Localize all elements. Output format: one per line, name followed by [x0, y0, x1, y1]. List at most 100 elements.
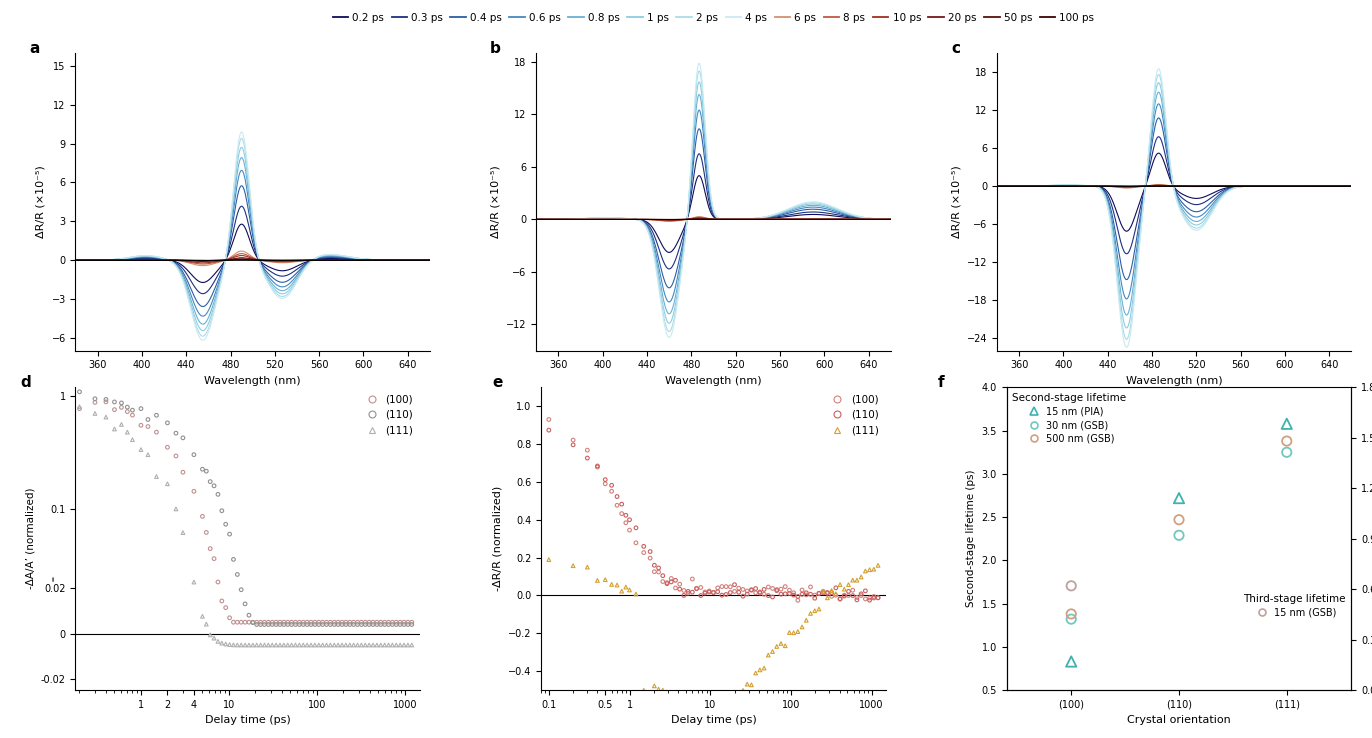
Point [707, 586, 729, 598]
Point [538, 413, 560, 425]
Point [656, 578, 678, 590]
Point [788, 626, 809, 638]
Point [563, 439, 584, 451]
Point [829, 579, 851, 590]
Point [218, 612, 240, 624]
Point [246, 639, 268, 651]
Point [668, 688, 690, 700]
Point [672, 590, 694, 601]
Point [825, 582, 847, 594]
Point [727, 582, 749, 594]
Point [300, 618, 322, 630]
Point [335, 639, 357, 651]
Point [626, 588, 648, 600]
Point [719, 581, 741, 593]
Point [320, 618, 342, 630]
Point [594, 573, 616, 585]
Point [619, 514, 641, 525]
Point [354, 639, 376, 651]
Point [538, 424, 560, 436]
Point [130, 403, 152, 415]
Point [611, 508, 632, 520]
Point [261, 616, 283, 628]
Point [792, 588, 814, 600]
Point [753, 662, 775, 674]
Point [311, 618, 333, 630]
Point [292, 639, 314, 651]
Point [218, 528, 240, 540]
Point [678, 690, 700, 702]
Point [331, 616, 353, 628]
Point [343, 639, 365, 651]
Point [782, 587, 804, 599]
Point [774, 588, 796, 600]
Point [335, 618, 357, 630]
Point [237, 610, 259, 621]
Point [788, 594, 809, 606]
Point [254, 618, 276, 630]
Point [386, 618, 407, 630]
Point [664, 582, 686, 594]
Point [859, 594, 881, 606]
Point [122, 434, 144, 446]
Point [111, 401, 133, 413]
Point [770, 583, 792, 595]
Point [863, 592, 885, 604]
Point [757, 649, 779, 661]
Point [130, 419, 152, 431]
Point [816, 592, 838, 604]
Point [324, 618, 346, 630]
Legend: (100), (110), (111): (100), (110), (111) [825, 393, 881, 437]
Point [643, 680, 665, 692]
Point [203, 632, 225, 644]
Point [626, 522, 648, 534]
Point [694, 586, 716, 598]
Point [737, 678, 759, 690]
Point [122, 404, 144, 416]
Point [117, 427, 139, 438]
Point [601, 579, 623, 590]
Point [366, 639, 388, 651]
Point [281, 616, 303, 628]
Point [347, 616, 369, 628]
Point [855, 593, 877, 605]
Point [203, 553, 225, 565]
Point [237, 616, 259, 628]
Point [847, 592, 868, 604]
Point [343, 616, 365, 628]
Point [258, 639, 280, 651]
Point [1061, 608, 1083, 620]
Point [343, 618, 365, 630]
Point [1276, 435, 1298, 447]
Point [230, 616, 252, 628]
Point [563, 434, 584, 446]
Point [292, 616, 314, 628]
Point [668, 579, 690, 590]
Point [192, 463, 214, 475]
Point [137, 449, 159, 461]
Point [339, 618, 361, 630]
Point [694, 692, 716, 704]
Text: a: a [29, 41, 40, 56]
Point [390, 639, 412, 651]
Point [331, 639, 353, 651]
Point [207, 635, 229, 647]
Point [145, 471, 167, 483]
Point [211, 505, 233, 517]
Point [354, 616, 376, 628]
Point [842, 574, 864, 586]
Legend: 0.2 ps, 0.3 ps, 0.4 ps, 0.6 ps, 0.8 ps, 1 ps, 2 ps, 4 ps, 6 ps, 8 ps, 10 ps, 20 : 0.2 ps, 0.3 ps, 0.4 ps, 0.6 ps, 0.8 ps, … [328, 9, 1099, 27]
Point [145, 427, 167, 438]
Point [273, 616, 295, 628]
X-axis label: Wavelength (nm): Wavelength (nm) [204, 376, 300, 386]
Point [804, 589, 826, 601]
Point [165, 503, 187, 515]
Point [1276, 418, 1298, 430]
Point [69, 386, 91, 398]
Point [698, 586, 720, 598]
Point [812, 585, 834, 597]
Point [386, 639, 407, 651]
Point [538, 554, 560, 565]
Point [632, 547, 654, 559]
Point [808, 603, 830, 615]
